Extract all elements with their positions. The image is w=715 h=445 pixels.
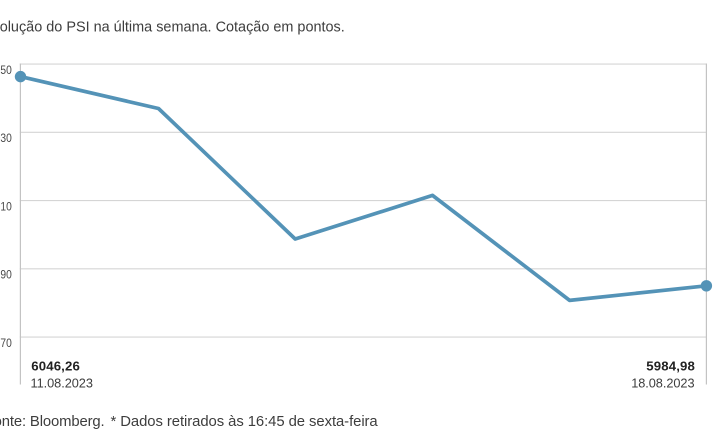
svg-text:Evolução do PSI na última sema: Evolução do PSI na última semana. Cotaçã… [0, 19, 345, 35]
svg-text:* Dados retirados às 16:45 de: * Dados retirados às 16:45 de sexta-feir… [111, 414, 379, 430]
svg-text:Fonte: Bloomberg.: Fonte: Bloomberg. [0, 414, 105, 430]
svg-text:11.08.2023: 11.08.2023 [31, 376, 93, 391]
svg-text:6010: 6010 [0, 201, 12, 214]
svg-text:6046,26: 6046,26 [31, 358, 80, 373]
svg-text:5984,98: 5984,98 [646, 358, 695, 373]
svg-text:18.08.2023: 18.08.2023 [631, 376, 694, 391]
svg-text:5970: 5970 [0, 337, 12, 350]
svg-text:6030: 6030 [0, 132, 12, 145]
svg-text:5990: 5990 [0, 269, 12, 282]
svg-text:6050: 6050 [0, 64, 12, 77]
